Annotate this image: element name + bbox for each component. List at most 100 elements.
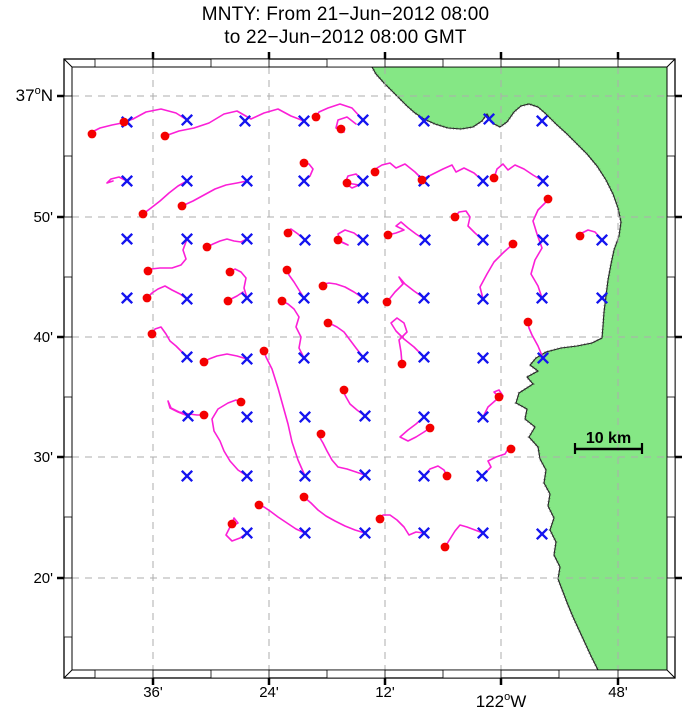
- trajectory-end-dot: [339, 385, 349, 395]
- trajectory-end-dot: [119, 117, 129, 127]
- frame-band: [94, 58, 154, 68]
- trajectory-path: [229, 268, 248, 299]
- grid-point-marker: [356, 291, 370, 305]
- grid-point-marker: [240, 352, 254, 366]
- frame-band: [210, 669, 270, 679]
- trajectory-path: [303, 496, 366, 534]
- grid-point-marker: [358, 468, 372, 482]
- trajectory-path: [421, 164, 484, 182]
- grid-point-marker: [476, 351, 490, 365]
- frame-band: [666, 95, 676, 157]
- trajectory-end-dot: [506, 444, 516, 454]
- frame-band: [666, 216, 676, 278]
- trajectory-path: [390, 317, 425, 365]
- grid-point-marker: [536, 174, 550, 188]
- trajectory-end-dot: [282, 265, 292, 275]
- trajectory-end-dot: [87, 129, 97, 139]
- trajectory-end-dot: [199, 357, 209, 367]
- frame-band: [442, 58, 502, 68]
- trajectory-path: [142, 180, 188, 215]
- grid-point-marker: [240, 410, 254, 424]
- grid-point-marker: [417, 469, 431, 483]
- lat-tick-label: 37oN: [16, 85, 53, 105]
- grid-point-marker: [298, 526, 312, 540]
- trajectory-end-dot: [147, 329, 157, 339]
- trajectory-end-dot: [417, 175, 427, 185]
- trajectory-path: [444, 524, 484, 548]
- land-area: [370, 67, 667, 670]
- trajectory-end-dot: [225, 267, 235, 277]
- grid-point-marker: [180, 350, 194, 364]
- trajectory-end-dot: [143, 266, 153, 276]
- grid-point-marker: [297, 291, 311, 305]
- chart-title-line2: to 22−Jun−2012 08:00 GMT: [224, 27, 467, 48]
- grid-point-marker: [240, 291, 254, 305]
- frame-band: [94, 669, 154, 679]
- trajectory-path: [211, 399, 248, 477]
- grid-point-marker: [180, 232, 194, 246]
- grid-point-marker: [535, 527, 549, 541]
- trajectory-end-dot: [299, 158, 309, 168]
- grid-point-marker: [536, 233, 550, 247]
- frame-bevel: [666, 58, 676, 68]
- lat-tick-label: 40': [33, 329, 53, 346]
- frame-bevel: [666, 669, 676, 679]
- trajectory-end-dot: [254, 500, 264, 510]
- chart-title-line1: MNTY: From 21−Jun−2012 08:00: [201, 4, 490, 25]
- trajectory-end-dot: [223, 296, 233, 306]
- grid-point-marker: [417, 114, 431, 128]
- grid-point-marker: [417, 350, 431, 364]
- trajectory-end-dot: [316, 429, 326, 439]
- frame-band: [63, 336, 73, 398]
- map-frame: [57, 52, 682, 685]
- trajectory-path: [454, 210, 484, 241]
- grid-point-marker: [358, 526, 372, 540]
- grid-point-marker: [535, 114, 549, 128]
- trajectory-end-dot: [142, 293, 152, 303]
- grid-point-marker: [476, 526, 490, 540]
- trajectory-end-dot: [336, 124, 346, 134]
- trajectory-path: [106, 176, 128, 184]
- trajectory-end-dot: [450, 212, 460, 222]
- grid-point-marker: [180, 469, 194, 483]
- frame-band: [442, 669, 502, 679]
- trajectory-end-dot: [383, 230, 393, 240]
- frame-band: [326, 58, 386, 68]
- trajectory-path: [147, 238, 188, 272]
- lon-tick-label: 48': [608, 684, 628, 701]
- grid-point-marker: [595, 233, 609, 247]
- trajectory-path: [479, 243, 514, 300]
- grid-point-marker: [356, 350, 370, 364]
- trajectory-end-dot: [425, 423, 435, 433]
- trajectory-end-dot: [442, 471, 452, 481]
- scale-bar: 10 km: [573, 430, 644, 454]
- trajectory-path: [374, 162, 425, 182]
- grid-point-marker: [536, 351, 550, 365]
- trajectory-end-dot: [236, 397, 246, 407]
- graticule: [72, 67, 667, 670]
- lat-tick-label: 20': [33, 570, 53, 587]
- frame-band: [63, 456, 73, 518]
- grid-point-marker: [297, 114, 311, 128]
- lon-tick-label: 122oW: [476, 691, 527, 710]
- trajectory-end-dot: [202, 242, 212, 252]
- grid-point-marker: [476, 410, 490, 424]
- trajectory-path: [387, 221, 426, 241]
- grid-point-marker: [476, 174, 490, 188]
- grid-point-marker: [181, 409, 195, 423]
- trajectory-end-dot: [323, 318, 333, 328]
- trajectory-path: [123, 108, 188, 123]
- lon-tick-label: 36': [143, 684, 163, 701]
- grid-point-marker: [298, 410, 312, 424]
- trajectory-path: [181, 180, 248, 207]
- trajectory-end-dot: [543, 194, 553, 204]
- frame-band: [63, 577, 73, 638]
- grid-point-marker: [298, 233, 312, 247]
- grid-point-marker: [358, 409, 372, 423]
- frame-band: [63, 216, 73, 278]
- axis-labels: 37oN 50' 40' 30' 20' 36' 24' 12' 122oW 48': [16, 85, 628, 710]
- trajectory-end-dot: [311, 112, 321, 122]
- lat-tick-label: 30': [33, 449, 53, 466]
- trajectory-end-dot: [299, 492, 309, 502]
